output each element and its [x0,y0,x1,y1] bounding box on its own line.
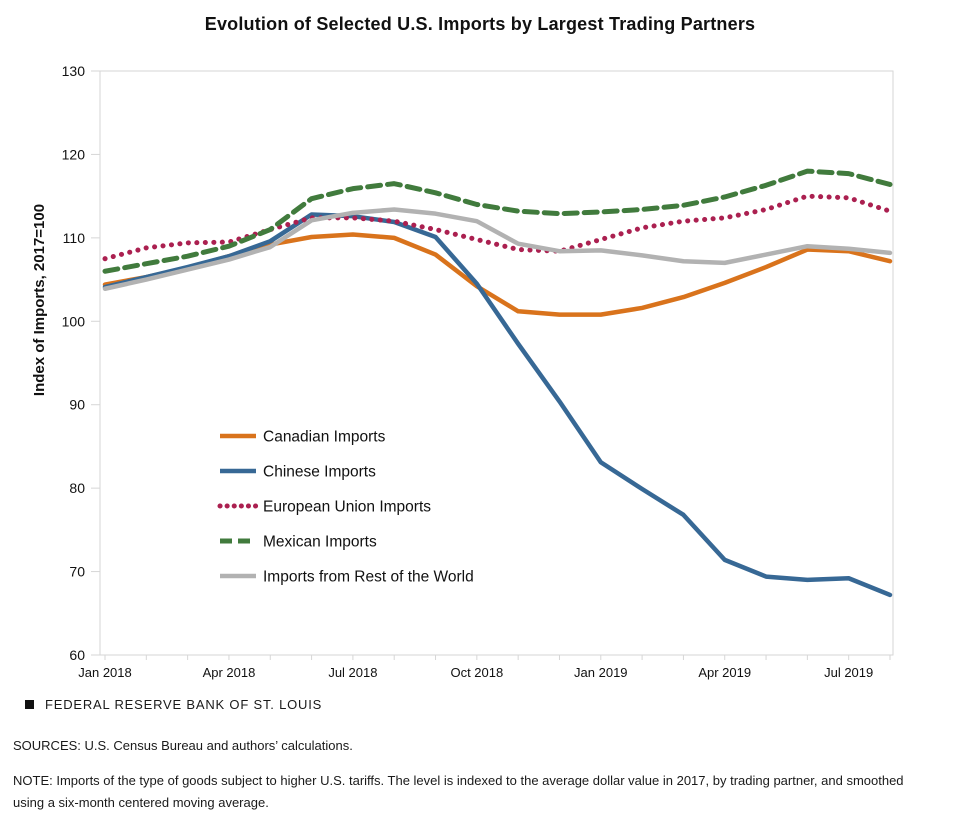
series-line-2 [102,193,893,262]
x-tick-label: Apr 2019 [698,665,751,680]
chart-series [102,168,893,598]
branding-line: FEDERAL RESERVE BANK OF ST. LOUIS [25,697,322,712]
plot-border [99,70,894,656]
x-tick-label: Apr 2018 [203,665,256,680]
legend-label-3: Mexican Imports [263,534,377,551]
y-tick-label: 100 [62,313,86,329]
legend-label-4: Imports from Rest of the World [263,569,474,586]
chart-legend: Canadian Imports Chinese Imports European … [217,429,474,586]
series-line-4 [102,207,893,291]
series-line-1 [102,212,893,598]
square-bullet-icon [25,700,34,709]
series-line-3 [102,168,893,274]
y-tick-label: 70 [69,564,85,580]
x-tick-label: Jul 2019 [824,665,873,680]
legend-label-2: European Union Imports [263,499,431,516]
y-tick-label: 120 [62,146,86,162]
y-axis-title: Index of Imports, 2017=100 [31,204,48,396]
x-tick-label: Jul 2018 [328,665,377,680]
chart-title: Evolution of Selected U.S. Imports by La… [204,14,756,34]
x-tick-label: Oct 2018 [450,665,503,680]
y-tick-label: 80 [69,480,85,496]
sources-line: SOURCES: U.S. Census Bureau and authors’… [13,738,353,753]
branding-text: FEDERAL RESERVE BANK OF ST. LOUIS [45,697,323,712]
line-chart: 60 70 80 90 100 110 120 130 Jan 2018 Apr 2018 Jul… [31,63,894,680]
x-axis-ticks: Jan 2018 Apr 2018 Jul 2018 Oct 2018 Jan 2019… [78,655,891,680]
y-tick-label: 90 [69,397,85,413]
legend-label-0: Canadian Imports [263,429,386,446]
x-tick-label: Jan 2018 [78,665,132,680]
x-tick-label: Jan 2019 [574,665,628,680]
note-line: NOTE: Imports of the type of goods subje… [13,773,904,810]
y-tick-label: 130 [62,63,86,79]
legend-label-1: Chinese Imports [263,464,376,481]
y-axis-ticks: 60 70 80 90 100 110 120 130 [62,63,100,663]
y-tick-label: 60 [69,647,85,663]
y-tick-label: 110 [63,230,86,246]
